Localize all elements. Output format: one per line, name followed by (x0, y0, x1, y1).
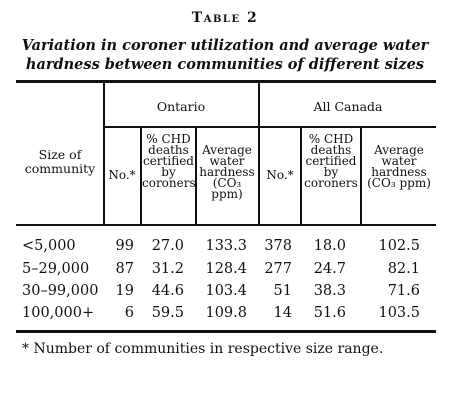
canada-no-cell: 14 (273, 305, 292, 321)
ontario-chd-cell: 44.6 (151, 283, 184, 299)
table-row: 5–29,000 87 31.2 128.4 277 24.7 82.1 (0, 261, 450, 279)
bottom-rule (16, 330, 436, 333)
canada-no-cell: 51 (273, 283, 292, 299)
table-row: <5,000 99 27.0 133.3 378 18.0 102.5 (0, 238, 450, 256)
table-row: 30–99,000 19 44.6 103.4 51 38.3 71.6 (0, 283, 450, 301)
canada-chd-cell: 18.0 (313, 238, 346, 254)
ontario-no-cell: 99 (115, 238, 134, 254)
divider-size-column (103, 83, 105, 224)
canada-no-cell: 378 (264, 238, 292, 254)
table-footnote: * Number of communities in respective si… (22, 341, 384, 357)
divider-canada-no (300, 127, 302, 224)
table-caption-line-2: hardness between communities of differen… (25, 56, 425, 73)
divider-ontario-no (140, 127, 142, 224)
size-of-community-header: Size of community (24, 147, 96, 176)
canada-group-header: All Canada (313, 99, 383, 114)
ontario-no-cell: 87 (115, 261, 134, 277)
table-caption-line-1: Variation in coroner utilization and ave… (21, 37, 429, 54)
canada-chd-cell: 24.7 (313, 261, 346, 277)
top-rule (16, 80, 436, 83)
canada-hardness-cell: 102.5 (378, 238, 420, 254)
canada-hardness-header: Average water hardness (CO₃ ppm) (367, 143, 431, 190)
divider-canada-chd (360, 127, 362, 224)
ontario-group-header: Ontario (156, 99, 206, 114)
ontario-hardness-cell: 128.4 (205, 261, 247, 277)
canada-chd-header: % CHD deaths certified by coroners (304, 132, 358, 190)
ontario-hardness-cell: 133.3 (205, 238, 247, 254)
canada-no-header: No.* (266, 168, 294, 182)
group-header-rule (103, 126, 436, 128)
canada-hardness-cell: 82.1 (387, 261, 420, 277)
divider-ontario-canada (258, 83, 260, 224)
size-cell: 100,000+ (22, 305, 95, 321)
canada-chd-cell: 51.6 (313, 305, 346, 321)
canada-hardness-cell: 103.5 (378, 305, 420, 321)
ontario-hardness-cell: 103.4 (205, 283, 247, 299)
ontario-chd-cell: 59.5 (151, 305, 184, 321)
ontario-hardness-header: Average water hardness (CO₃ ppm) (199, 143, 255, 201)
size-cell: 5–29,000 (22, 261, 90, 277)
ontario-no-cell: 19 (115, 283, 134, 299)
canada-chd-cell: 38.3 (313, 283, 346, 299)
ontario-chd-cell: 31.2 (151, 261, 184, 277)
ontario-no-header: No.* (108, 168, 136, 182)
table-row: 100,000+ 6 59.5 109.8 14 51.6 103.5 (0, 305, 450, 323)
size-cell: 30–99,000 (22, 283, 99, 299)
size-cell: <5,000 (22, 238, 76, 254)
ontario-chd-header: % CHD deaths certified by coroners (142, 132, 196, 190)
ontario-no-cell: 6 (124, 305, 134, 321)
canada-no-cell: 277 (264, 261, 292, 277)
canada-hardness-cell: 71.6 (387, 283, 420, 299)
ontario-chd-cell: 27.0 (151, 238, 184, 254)
header-rule (16, 224, 436, 226)
divider-ontario-chd (195, 127, 197, 224)
table-label: Table 2 (191, 10, 259, 26)
ontario-hardness-cell: 109.8 (205, 305, 247, 321)
